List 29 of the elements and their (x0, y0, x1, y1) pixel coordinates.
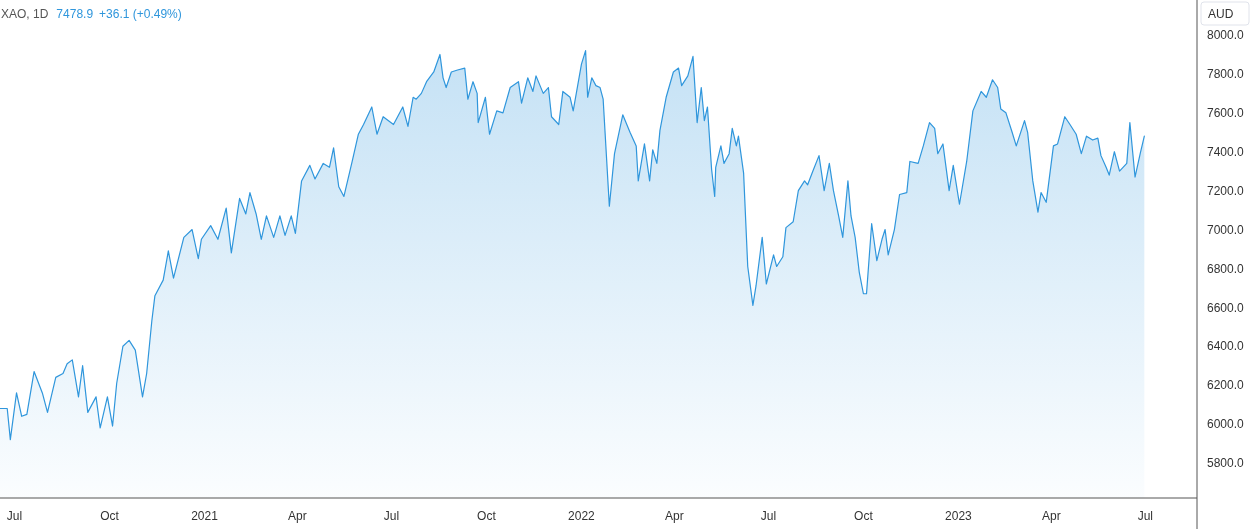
x-tick-label: Jul (383, 509, 400, 523)
y-tick-label: 6800.0 (1207, 261, 1245, 276)
x-tick-label: Jul (1137, 509, 1154, 523)
y-tick-label: 7600.0 (1207, 106, 1245, 121)
x-tick-label: 2021 (191, 509, 219, 523)
x-tick-label: 2022 (568, 509, 596, 523)
x-tick-label: Jul (6, 509, 23, 523)
x-tick-label: 2023 (945, 509, 973, 523)
y-tick-label: 6400.0 (1207, 339, 1245, 354)
y-tick-label: 8000.0 (1207, 28, 1245, 43)
x-tick-label: Oct (854, 509, 874, 523)
y-axis-title: AUD (1208, 7, 1234, 21)
y-tick-label: 7000.0 (1207, 222, 1245, 237)
y-tick-label: 5800.0 (1207, 456, 1245, 471)
y-tick-label: 6200.0 (1207, 378, 1245, 393)
annotation: 7478.9 (56, 7, 94, 21)
y-tick-label: 6600.0 (1207, 300, 1245, 315)
x-tick-label: Apr (288, 509, 307, 523)
x-tick-label: Apr (665, 509, 684, 523)
text: XAO, 1D (1, 7, 49, 21)
y-tick-label: 7400.0 (1207, 144, 1245, 159)
x-tick-label: Oct (477, 509, 497, 523)
y-tick-label: 7200.0 (1207, 183, 1245, 198)
y-tick-label: 7800.0 (1207, 67, 1245, 82)
x-tick-label: Jul (760, 509, 777, 523)
annotation: +36.1 (+0.49%) (99, 7, 182, 21)
x-tick-label: Apr (1042, 509, 1061, 523)
y-tick-label: 6000.0 (1207, 417, 1245, 432)
x-tick-label: Oct (100, 509, 120, 523)
